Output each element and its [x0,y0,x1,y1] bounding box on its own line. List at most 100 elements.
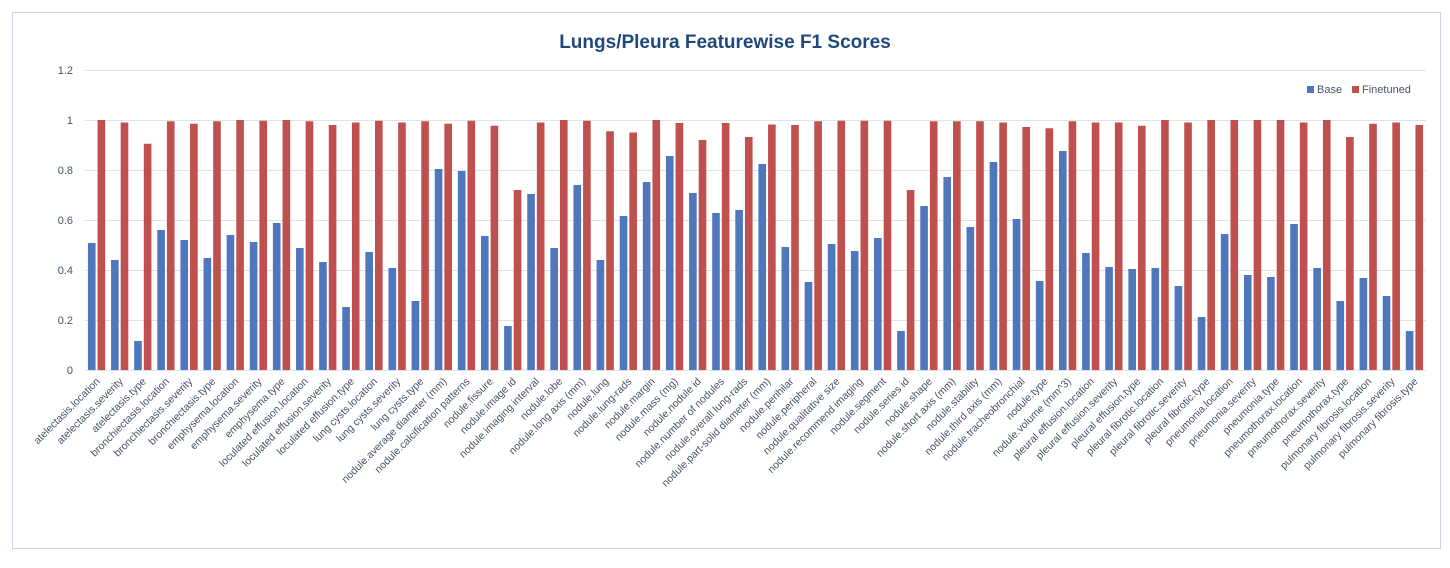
bar-base [342,307,350,370]
bar-finetuned [1184,122,1192,370]
bar-base [758,164,767,370]
bar-base [1128,269,1136,370]
bar-finetuned [559,120,568,370]
bar-finetuned [929,121,938,370]
bar-finetuned [606,131,614,370]
bar-finetuned [837,120,846,370]
bar-finetuned [1137,125,1146,370]
bar-base [480,236,489,370]
bar-finetuned [1276,120,1285,370]
bar-base [388,268,397,370]
legend-label-base: Base [1317,84,1342,96]
bar-finetuned [536,122,545,370]
bar-finetuned [398,122,406,370]
bar-finetuned [1392,122,1400,370]
bar-base [920,206,928,370]
bar-base [111,260,119,370]
bar-finetuned [190,123,198,370]
bar-finetuned [698,140,707,370]
bar-finetuned [1114,122,1123,370]
bar-base [249,242,258,370]
y-tick-label: 0.2 [58,315,73,327]
bar-finetuned [467,120,476,370]
bar-base [665,156,674,370]
y-tick-label: 1.2 [58,65,73,77]
bar-finetuned [166,121,175,370]
bar-base [573,185,582,370]
bar-finetuned [1068,121,1077,370]
bar-finetuned [675,123,684,370]
bar-base [689,193,697,370]
bar-finetuned [629,132,637,370]
bar-base [457,171,466,370]
bar-base [1151,268,1160,370]
bar-base [966,227,975,370]
legend-swatch-finetuned [1352,86,1359,93]
bar-finetuned [120,122,129,370]
bar-finetuned [1230,120,1239,370]
bar-finetuned [721,123,730,370]
bar-base [157,230,165,370]
bar-base [1359,278,1368,370]
bar-finetuned [328,125,337,370]
bar-finetuned [744,137,753,370]
bar-finetuned [768,124,776,370]
bar-base [1313,268,1321,370]
chart-title: Lungs/Pleura Featurewise F1 Scores [559,32,891,53]
bar-base [1267,277,1275,370]
bar-base [874,238,882,370]
bar-finetuned [1091,122,1100,370]
bar-base [804,282,813,370]
bar-base [1243,275,1252,370]
bar-finetuned [259,120,268,370]
bar-base [365,252,374,370]
bar-base [850,251,859,370]
bar-base [87,243,96,370]
bar-base [1197,317,1206,370]
bar-finetuned [814,121,822,370]
bar-base [989,162,998,370]
bar-base [1220,234,1229,370]
bar-finetuned [1045,128,1054,370]
bar-base [943,177,952,370]
bar-base [1382,296,1391,370]
bar-finetuned [999,122,1007,370]
bar-finetuned [976,121,984,370]
bar-base [642,182,651,370]
y-tick-label: 0 [67,365,73,377]
y-tick-label: 0.4 [58,265,73,277]
bar-base [1105,267,1113,370]
bar-base [1174,286,1183,370]
bar-base [1058,151,1067,370]
bar-base [226,235,235,370]
y-tick-label: 1 [67,115,73,127]
bar-finetuned [1322,120,1331,370]
bar-finetuned [1253,120,1262,370]
bar-finetuned [375,120,383,370]
bar-finetuned [860,120,869,370]
bar-base [180,240,189,370]
legend-label-finetuned: Finetuned [1362,84,1411,96]
bar-finetuned [143,143,152,370]
bar-finetuned [1299,122,1308,370]
bar-finetuned [1415,125,1424,370]
bar-base [504,326,512,370]
bar-finetuned [97,120,106,370]
bar-finetuned [444,123,453,370]
bar-base [1012,219,1021,370]
bar-base [296,248,304,370]
bar-finetuned [236,120,244,370]
bar-finetuned [1346,137,1354,370]
bar-finetuned [1161,120,1169,370]
bar-base [411,301,420,370]
y-tick-label: 0.6 [58,215,73,227]
bar-base [1082,253,1090,370]
bars [87,120,1424,370]
bar-base [527,194,535,370]
bar-finetuned [421,121,429,370]
bar-finetuned [513,190,522,370]
bar-base [1290,224,1298,370]
bar-finetuned [652,120,661,370]
bar-base [319,262,327,370]
